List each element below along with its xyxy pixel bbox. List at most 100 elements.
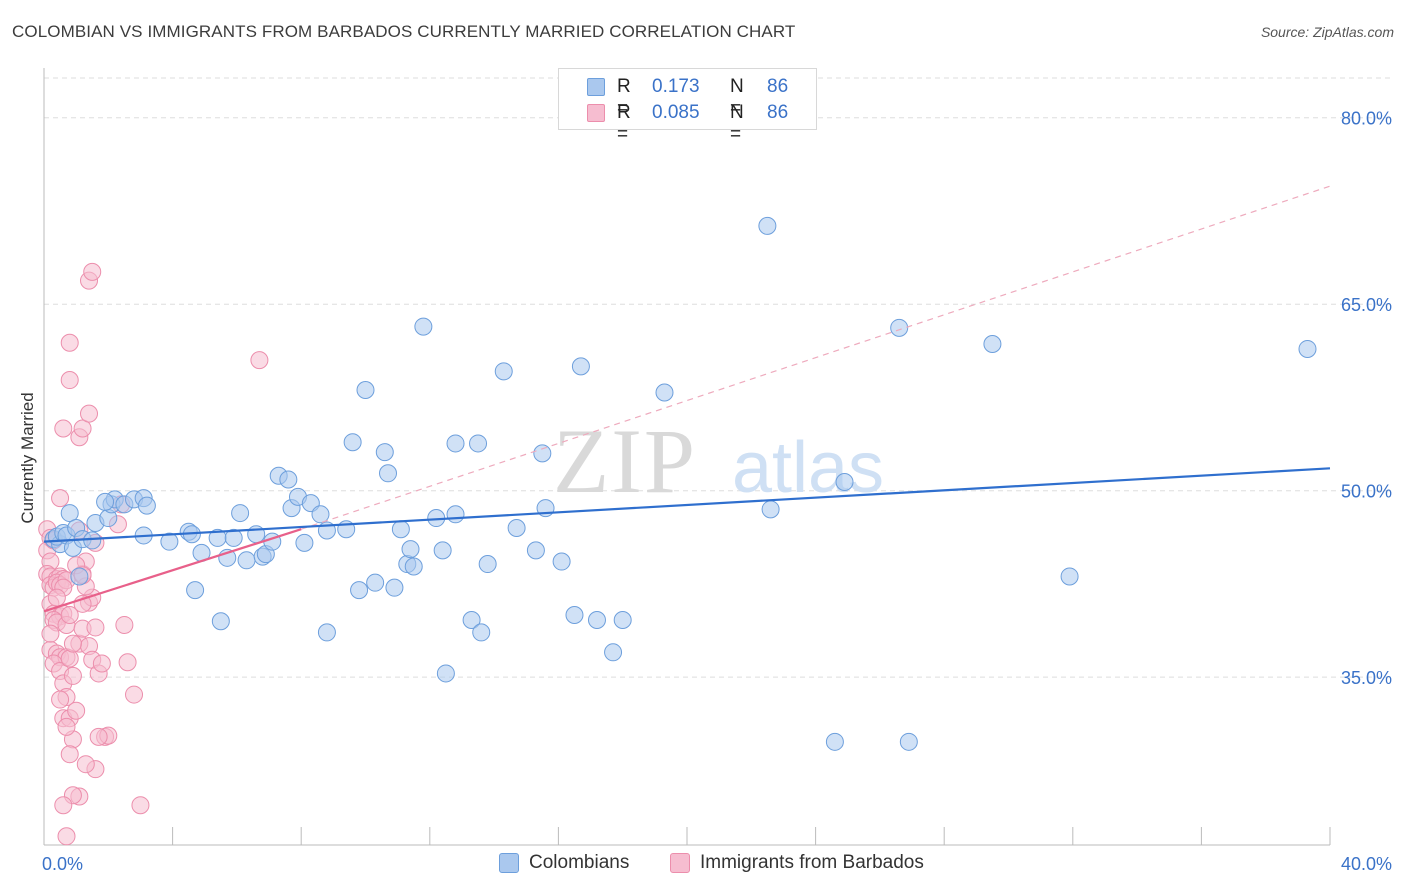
barbados-point [41, 624, 60, 643]
colombian-point [311, 505, 330, 524]
grid-lines [44, 77, 1392, 678]
colombian-point [211, 612, 230, 631]
colombian-point [472, 623, 491, 642]
colombian-point [433, 541, 452, 560]
colombian-point [835, 472, 854, 491]
barbados-point [57, 827, 76, 846]
colombian-point [160, 532, 179, 551]
colombian-point [366, 573, 385, 592]
colombian-point [1060, 567, 1079, 586]
barbados-point [73, 419, 92, 438]
colombian-point [414, 317, 433, 336]
barbados-point [60, 745, 79, 764]
colombian-point [899, 732, 918, 751]
colombian-point [655, 383, 674, 402]
colombian-point [70, 567, 89, 586]
colombian-point [186, 581, 205, 600]
colombian-trend-line [43, 467, 1331, 543]
barbados-point [83, 262, 102, 281]
colombian-point [224, 528, 243, 547]
legend-n-label: N = [730, 76, 744, 119]
colombian-point [404, 557, 423, 576]
colombian-point [761, 500, 780, 519]
legend-r-label: R = [617, 102, 631, 145]
colombian-point [237, 551, 256, 570]
colombian-point [96, 492, 115, 511]
tick-labels: 35.0% 50.0% 65.0% 80.0% 0.0% 40.0% [42, 109, 1392, 874]
barbados-point [63, 666, 82, 685]
source-label: Source: ZipAtlas.com [1260, 24, 1394, 40]
bottom-legend-label: Immigrants from Barbados [700, 852, 924, 873]
colombian-point [446, 505, 465, 524]
colombian-point [758, 216, 777, 235]
barbados-point [51, 489, 70, 508]
colombian-point [507, 518, 526, 537]
colombian-point [494, 362, 513, 381]
legend-n-value: 86 [767, 76, 789, 97]
colombian-point [343, 433, 362, 452]
colombian-point [83, 531, 102, 550]
barbados-point [118, 653, 137, 672]
barbados-point [54, 796, 73, 815]
barbados-point [60, 333, 79, 352]
barbados-point [63, 634, 82, 653]
barbados-point [92, 654, 111, 673]
bottom-legend-swatch-pink [670, 853, 690, 873]
chart-title: COLOMBIAN VS IMMIGRANTS FROM BARBADOS CU… [12, 22, 796, 41]
colombian-point [356, 380, 375, 399]
colombian-point [533, 444, 552, 463]
legend-r-value: 0.173 [652, 76, 700, 97]
colombian-point [1298, 339, 1317, 358]
barbados-point [86, 618, 105, 637]
x-tick-label: 0.0% [42, 854, 83, 874]
barbados-point [60, 649, 79, 668]
colombian-point [60, 504, 79, 523]
barbados-trend-line [43, 528, 302, 613]
y-tick-label: 35.0% [1341, 668, 1392, 688]
colombian-point [478, 555, 497, 574]
colombian-point [565, 606, 584, 625]
barbados-point [67, 701, 86, 720]
legend-n-value: 86 [767, 102, 789, 123]
legend-swatch-pink [587, 104, 605, 122]
y-tick-label: 80.0% [1341, 109, 1392, 129]
y-tick-label: 50.0% [1341, 482, 1392, 502]
colombian-point [552, 552, 571, 571]
barbados-point [47, 588, 66, 607]
colombian-point [526, 541, 545, 560]
colombian-point [375, 443, 394, 462]
colombian-point [571, 357, 590, 376]
barbados-point [131, 796, 150, 815]
colombian-point [613, 610, 632, 629]
colombian-point [446, 434, 465, 453]
barbados-point [89, 727, 108, 746]
colombian-point [890, 318, 909, 337]
barbados-point [57, 717, 76, 736]
colombian-point [137, 496, 156, 515]
barbados-point [60, 371, 79, 390]
colombian-point [279, 470, 298, 489]
colombian-point [401, 540, 420, 559]
correlation-legend: R = 0.173 N = 86 R = 0.085 N = 86 [558, 68, 817, 145]
legend-r-label: R = [617, 76, 631, 119]
colombian-point [231, 504, 250, 523]
legend-n-label: N = [730, 102, 744, 145]
legend-r-value: 0.085 [652, 102, 700, 123]
y-axis-label: Currently Married [18, 392, 37, 524]
colombian-point [317, 623, 336, 642]
colombian-point [379, 464, 398, 483]
colombian-point [604, 643, 623, 662]
colombian-point [391, 520, 410, 539]
bottom-legend-label: Colombians [529, 852, 630, 873]
legend-swatch-blue [587, 78, 605, 96]
barbados-point [80, 404, 99, 423]
colombian-point [469, 434, 488, 453]
colombian-point [295, 533, 314, 552]
colombian-point [983, 334, 1002, 353]
barbados-point [250, 351, 269, 370]
barbados-point [54, 419, 73, 438]
barbados-point [125, 685, 144, 704]
barbados-point [76, 755, 95, 774]
axes [43, 68, 1331, 846]
